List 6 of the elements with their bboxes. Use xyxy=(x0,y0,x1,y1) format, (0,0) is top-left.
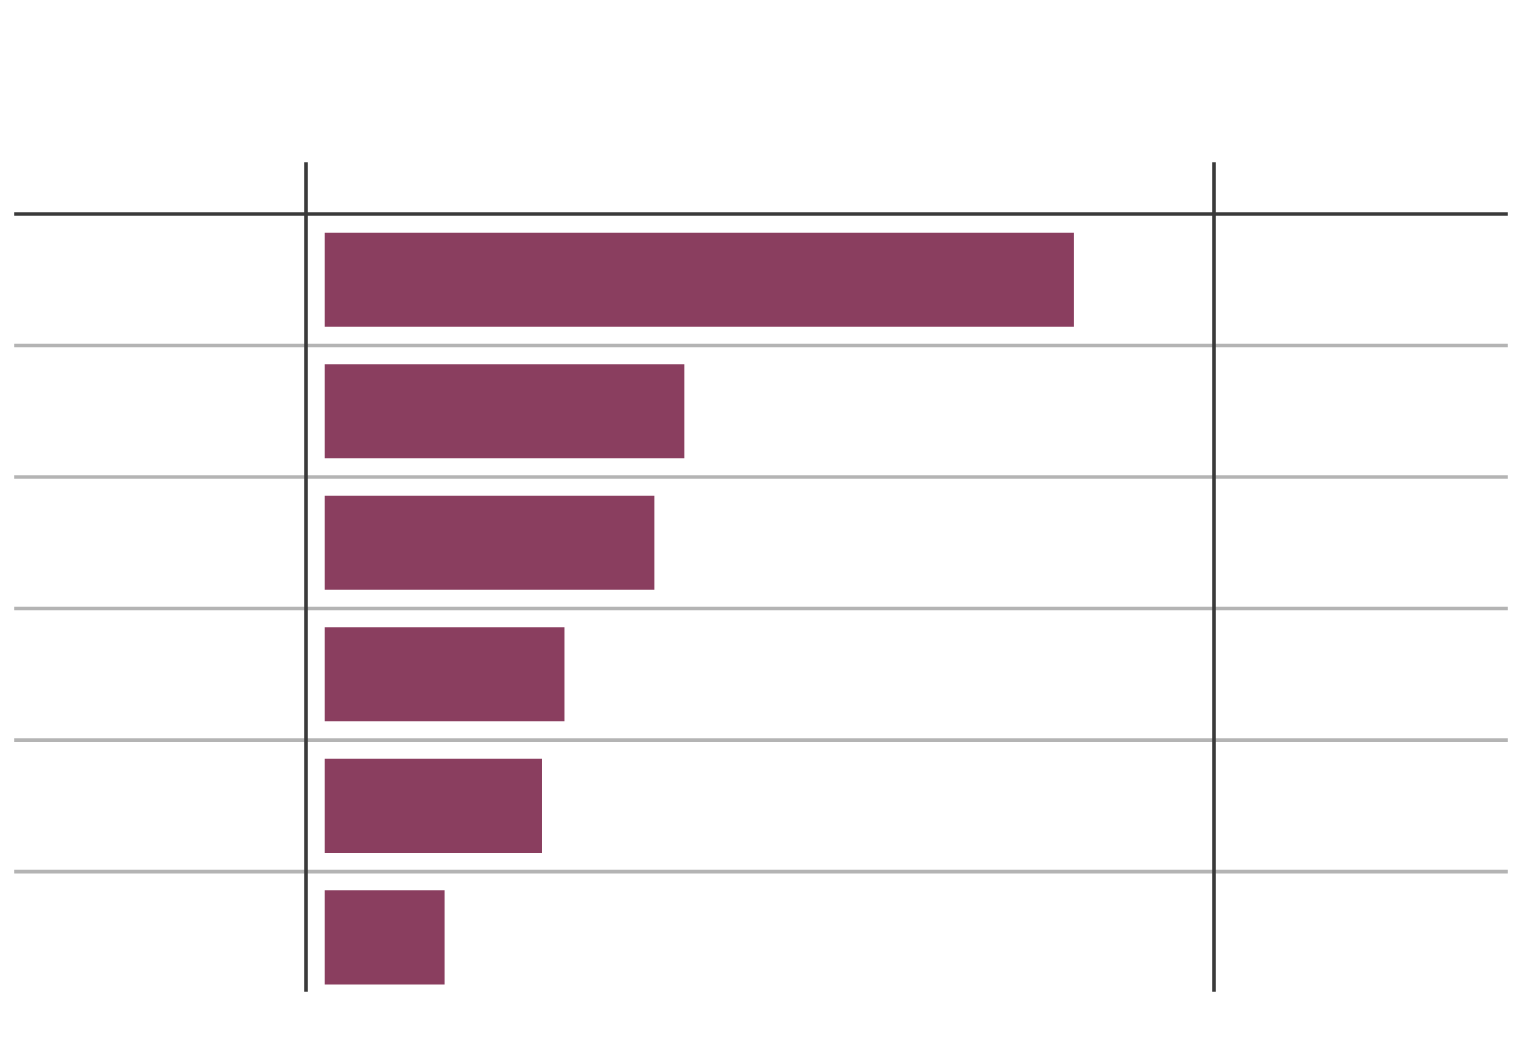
bar xyxy=(324,495,655,590)
bar xyxy=(324,758,542,853)
bar xyxy=(324,364,685,459)
bar xyxy=(324,890,445,985)
bar xyxy=(324,232,1074,327)
bar xyxy=(324,627,565,722)
